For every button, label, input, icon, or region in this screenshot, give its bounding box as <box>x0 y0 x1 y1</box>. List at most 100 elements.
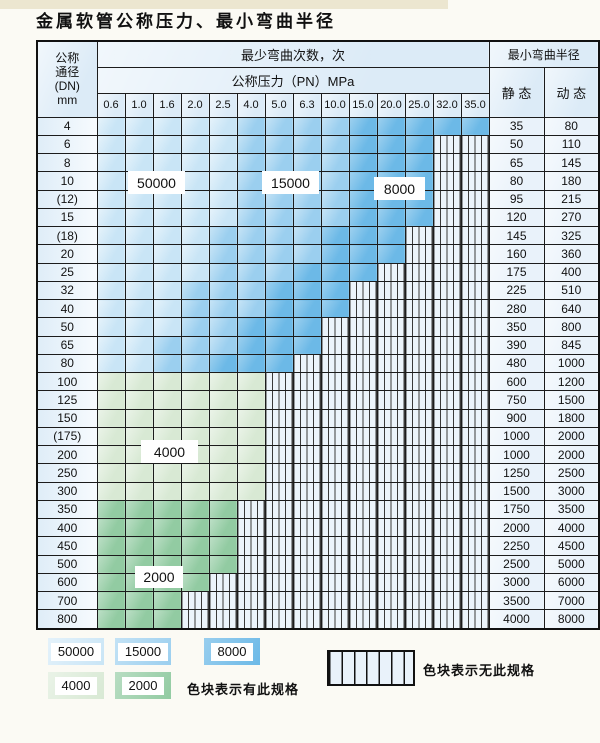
header-row-2: 公称压力（PN）MPa 静 态 动 态 <box>37 66 600 118</box>
no-spec-cell <box>320 390 350 410</box>
dynamic-radius-cell: 5000 <box>543 554 600 574</box>
spec-cell <box>124 225 154 246</box>
pressure-col-header: 2.0 <box>180 92 210 118</box>
no-spec-cell <box>348 298 378 319</box>
spec-cell <box>236 189 266 209</box>
spec-cell <box>208 536 238 556</box>
no-spec-cell <box>320 335 350 355</box>
legend-available-text: 色块表示有此规格 <box>187 682 300 697</box>
no-spec-cell <box>264 390 294 410</box>
page-top-strip <box>0 0 448 9</box>
spec-cell <box>292 335 322 355</box>
no-spec-cell <box>376 262 406 282</box>
dn-cell: 20 <box>36 244 98 264</box>
spec-cell <box>320 280 350 301</box>
spec-cell <box>152 609 182 630</box>
spec-cell <box>320 171 350 191</box>
no-spec-cell <box>404 499 434 520</box>
spec-cell <box>236 335 266 355</box>
no-spec-cell <box>460 262 490 282</box>
spec-cell <box>236 298 266 319</box>
no-spec-cell <box>432 171 462 191</box>
no-spec-cell <box>236 536 266 556</box>
spec-cell <box>320 225 350 246</box>
table-row: 100 600 1200 <box>36 371 600 392</box>
dynamic-radius-cell: 4000 <box>543 517 600 538</box>
spec-cell <box>208 481 238 501</box>
spec-cell <box>180 244 210 264</box>
no-spec-cell <box>432 390 462 410</box>
no-spec-cell <box>404 317 434 337</box>
legend-swatch-8000: 8000 <box>204 638 260 665</box>
spec-cell <box>180 499 210 520</box>
dynamic-radius-cell: 360 <box>543 244 600 264</box>
dn-cell: 50 <box>36 317 98 337</box>
no-spec-cell <box>432 134 462 155</box>
spec-cell <box>124 517 154 538</box>
spec-cell <box>320 189 350 209</box>
no-spec-cell <box>404 262 434 282</box>
spec-cell <box>96 298 126 319</box>
no-spec-cell <box>432 298 462 319</box>
spec-cell <box>208 280 238 301</box>
spec-cell <box>264 225 294 246</box>
spec-cell <box>292 134 322 155</box>
no-spec-cell <box>460 280 490 301</box>
no-spec-cell <box>432 189 462 209</box>
no-spec-cell <box>460 390 490 410</box>
static-radius-cell: 750 <box>488 390 545 410</box>
pressure-col-header: 1.0 <box>124 92 154 118</box>
spec-cell <box>180 353 210 374</box>
dn-cell: 10 <box>36 171 98 191</box>
spec-cell <box>208 225 238 246</box>
spec-cell <box>96 408 126 428</box>
no-spec-cell <box>320 371 350 392</box>
spec-cell <box>208 390 238 410</box>
spec-cell <box>152 244 182 264</box>
no-spec-cell <box>460 353 490 374</box>
no-spec-cell <box>432 152 462 173</box>
table-row: 150 900 1800 <box>36 408 600 428</box>
spec-cell <box>124 499 154 520</box>
legend-swatch-2000: 2000 <box>115 672 171 699</box>
spec-cell <box>208 499 238 520</box>
table-row: 32 225 510 <box>36 280 600 301</box>
dynamic-radius-cell: 1000 <box>543 353 600 374</box>
spec-cell <box>208 463 238 483</box>
no-spec-cell <box>292 572 322 593</box>
no-spec-cell <box>264 444 294 465</box>
spec-cell <box>152 408 182 428</box>
dn-cell: 25 <box>36 262 98 282</box>
spec-cell <box>208 116 238 136</box>
no-spec-cell <box>292 390 322 410</box>
spec-cell <box>208 244 238 264</box>
no-spec-cell <box>264 536 294 556</box>
spec-cell <box>320 116 350 136</box>
no-spec-cell <box>236 499 266 520</box>
dynamic-radius-cell: 2000 <box>543 444 600 465</box>
spec-cell <box>180 298 210 319</box>
spec-cell <box>236 116 266 136</box>
spec-cell <box>96 554 126 574</box>
no-spec-cell <box>432 371 462 392</box>
spec-cell <box>320 298 350 319</box>
table-row: 600 3000 6000 <box>36 572 600 593</box>
spec-cell <box>180 481 210 501</box>
spec-cell <box>180 536 210 556</box>
spec-cell <box>376 207 406 228</box>
no-spec-cell <box>376 554 406 574</box>
no-spec-cell <box>320 499 350 520</box>
spec-cell <box>124 590 154 611</box>
spec-cell <box>208 517 238 538</box>
pressure-col-header: 4.0 <box>236 92 266 118</box>
spec-cell <box>320 207 350 228</box>
spec-cell <box>124 609 154 630</box>
spec-cell <box>124 207 154 228</box>
no-spec-cell <box>460 152 490 173</box>
no-spec-cell <box>376 572 406 593</box>
dynamic-radius-cell: 800 <box>543 317 600 337</box>
no-spec-cell <box>460 244 490 264</box>
spec-cell <box>292 244 322 264</box>
spec-cell <box>96 517 126 538</box>
table-row: 50 350 800 <box>36 317 600 337</box>
